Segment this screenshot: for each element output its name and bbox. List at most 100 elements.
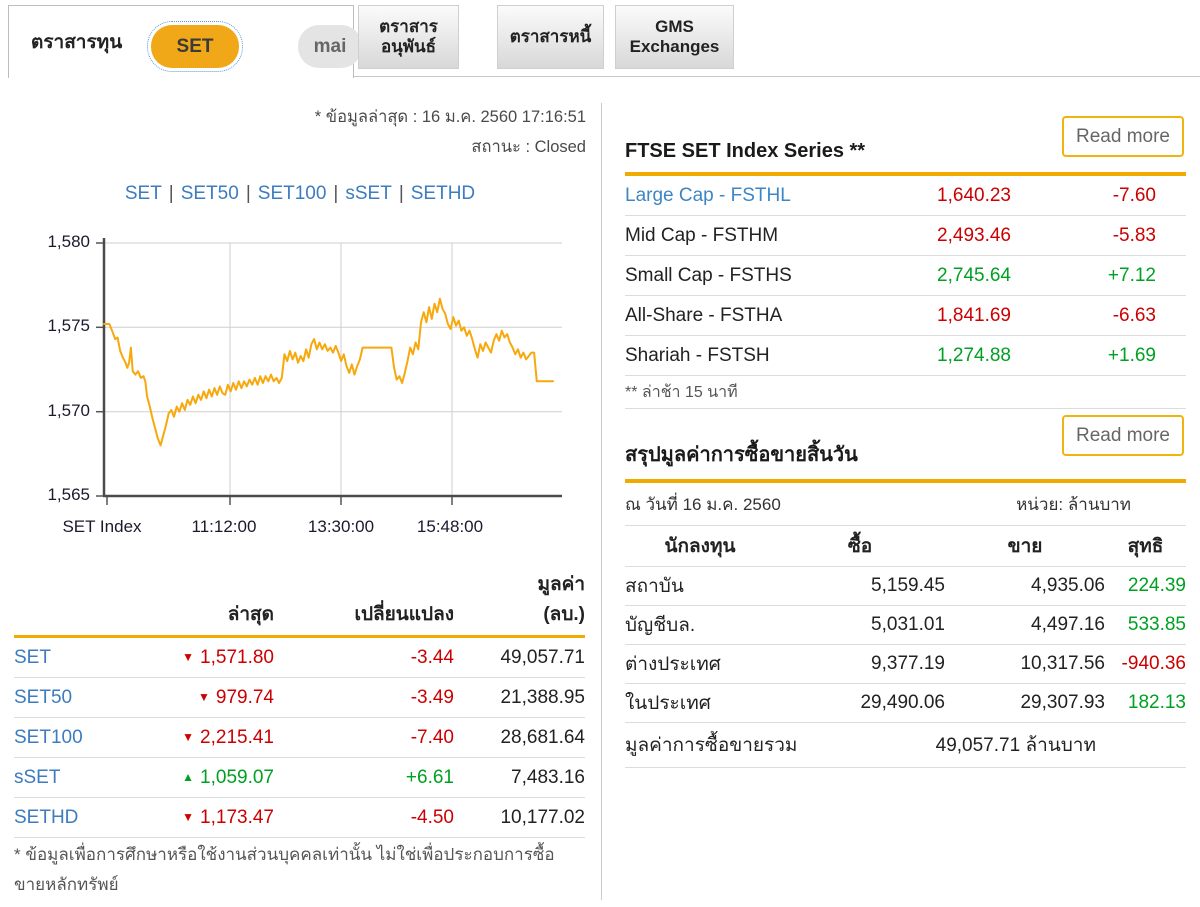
summary-read-more-button[interactable]: Read more — [1062, 415, 1184, 456]
summary-row-foreign: ต่างประเทศ 9,377.19 10,317.56 -940.36 — [625, 645, 1186, 684]
summary-row-institution: สถาบัน 5,159.45 4,935.06 224.39 — [625, 567, 1186, 606]
col-header-change: เปลี่ยนแปลง — [354, 604, 454, 625]
link-set[interactable]: SET — [124, 183, 162, 204]
change-value: -7.40 — [410, 726, 454, 748]
col-header-buy: ซื้อ — [847, 536, 873, 557]
last-update-text: * ข้อมูลล่าสุด : 16 ม.ค. 2560 17:16:51 — [314, 108, 586, 126]
set-market-button[interactable]: SET — [147, 21, 243, 72]
ftse-row-small-cap: Small Cap - FSTHS 2,745.64 +7.12 — [625, 256, 1186, 296]
investor-name: ในประเทศ — [625, 693, 711, 714]
link-sethd[interactable]: SETHD — [410, 183, 476, 204]
col-header-last: ล่าสุด — [227, 604, 274, 625]
investor-name: ต่างประเทศ — [625, 654, 721, 675]
equity-tab-label: ตราสารทุน — [31, 32, 123, 53]
mai-market-button[interactable]: mai — [298, 25, 362, 68]
link-separator: | — [333, 183, 339, 204]
ftse-link-fsths[interactable]: Small Cap - FSTHS — [625, 264, 792, 286]
table-row-set50: SET50 979.74 -3.49 21,388.95 — [14, 678, 585, 718]
x-tick-1112: 11:12:00 — [191, 517, 257, 536]
link-separator: | — [168, 183, 174, 204]
total-label: มูลค่าการซื้อขายรวม — [625, 735, 798, 756]
change-value: +6.61 — [405, 766, 454, 788]
y-tick-1565: 1,565 — [47, 485, 90, 504]
ftse-link-fsthl[interactable]: Large Cap - FSTHL — [625, 184, 791, 206]
link-separator: | — [398, 183, 404, 204]
sell-value: 4,497.16 — [1031, 614, 1105, 635]
tab-derivatives[interactable]: ตราสาร อนุพันธ์ — [358, 5, 459, 69]
summary-section-title: สรุปมูลค่าการซื้อขายสิ้นวัน — [625, 412, 1186, 483]
ftse-change: -7.60 — [1112, 184, 1156, 206]
market-status-text: สถานะ : Closed — [471, 138, 586, 156]
y-tick-1580: 1,580 — [47, 232, 90, 251]
trading-summary-section: Read more สรุปมูลค่าการซื้อขายสิ้นวัน ณ … — [625, 412, 1186, 768]
ftse-read-more-button[interactable]: Read more — [1062, 116, 1184, 157]
summary-meta-row: ณ วันที่ 16 ม.ค. 2560 หน่วย: ล้านบาท — [625, 483, 1186, 526]
trend-arrow-icon — [198, 690, 210, 704]
as-of-date: ณ วันที่ 16 ม.ค. 2560 — [625, 494, 781, 514]
col-header-investor: นักลงทุน — [664, 536, 736, 557]
last-value: 1,571.80 — [200, 646, 274, 668]
ftse-link-fsthm[interactable]: Mid Cap - FSTHM — [625, 224, 779, 246]
last-value: 979.74 — [215, 686, 274, 708]
buy-value: 29,490.06 — [860, 692, 945, 713]
ftse-change: +1.69 — [1107, 344, 1156, 366]
turnover-value: 7,483.16 — [511, 766, 585, 788]
chart-canvas — [96, 238, 562, 505]
ftse-row-large-cap: Large Cap - FSTHL 1,640.23 -7.60 — [625, 176, 1186, 216]
ftse-change: +7.12 — [1107, 264, 1156, 286]
ftse-link-fstha[interactable]: All-Share - FSTHA — [625, 304, 783, 326]
ftse-value: 1,274.88 — [937, 344, 1011, 366]
change-value: -4.50 — [410, 806, 454, 828]
ftse-value: 2,493.46 — [937, 224, 1011, 246]
row-link-sset[interactable]: sSET — [14, 766, 61, 788]
buy-value: 5,031.01 — [871, 614, 945, 635]
summary-row-proprietary: บัญชีบล. 5,031.01 4,497.16 533.85 — [625, 606, 1186, 645]
ftse-row-shariah: Shariah - FSTSH 1,274.88 +1.69 — [625, 336, 1186, 376]
link-sset[interactable]: sSET — [345, 183, 392, 204]
index-links-row: SET | SET50 | SET100 | sSET | SETHD — [0, 183, 600, 205]
x-tick-1330: 13:30:00 — [307, 517, 375, 536]
vertical-divider — [601, 103, 602, 900]
index-table-header: ล่าสุด เปลี่ยนแปลง มูลค่า (ลบ.) — [14, 558, 585, 638]
row-link-sethd[interactable]: SETHD — [14, 806, 79, 828]
last-value: 1,173.47 — [200, 806, 274, 828]
change-value: -3.49 — [410, 686, 454, 708]
ftse-value: 1,841.69 — [937, 304, 1011, 326]
summary-row-local: ในประเทศ 29,490.06 29,307.93 182.13 — [625, 684, 1186, 723]
disclaimer-text: * ข้อมูลเพื่อการศึกษาหรือใช้งานส่วนบุคคล… — [14, 845, 555, 894]
investor-name: บัญชีบล. — [625, 615, 696, 636]
net-value: 533.85 — [1127, 614, 1186, 635]
row-link-set[interactable]: SET — [14, 646, 51, 668]
ftse-change: -5.83 — [1112, 224, 1156, 246]
ftse-value: 2,745.64 — [937, 264, 1011, 286]
row-link-set50[interactable]: SET50 — [14, 686, 73, 708]
link-separator: | — [245, 183, 251, 204]
table-row-set: SET 1,571.80 -3.44 49,057.71 — [14, 638, 585, 678]
link-set100[interactable]: SET100 — [257, 183, 327, 204]
turnover-value: 21,388.95 — [500, 686, 585, 708]
tab-gms-exchanges[interactable]: GMS Exchanges — [615, 5, 734, 69]
ftse-row-mid-cap: Mid Cap - FSTHM 2,493.46 -5.83 — [625, 216, 1186, 256]
link-set50[interactable]: SET50 — [180, 183, 239, 204]
index-summary-table: ล่าสุด เปลี่ยนแปลง มูลค่า (ลบ.) SET 1,57… — [14, 558, 585, 838]
investor-name: สถาบัน — [625, 576, 684, 597]
ftse-change: -6.63 — [1112, 304, 1156, 326]
summary-table-header: นักลงทุน ซื้อ ขาย สุทธิ — [625, 526, 1186, 567]
buy-value: 5,159.45 — [871, 575, 945, 596]
summary-total-row: มูลค่าการซื้อขายรวม 49,057.71 ล้านบาท — [625, 723, 1186, 768]
tab-bonds[interactable]: ตราสารหนี้ — [497, 5, 604, 69]
sell-value: 10,317.56 — [1020, 653, 1105, 674]
buy-value: 9,377.19 — [871, 653, 945, 674]
row-link-set100[interactable]: SET100 — [14, 726, 83, 748]
tab-equity-active: ตราสารทุน SET mai — [8, 5, 362, 78]
col-header-net: สุทธิ — [1127, 536, 1164, 557]
net-value: -940.36 — [1121, 653, 1186, 674]
sell-value: 29,307.93 — [1020, 692, 1105, 713]
price-line-series — [103, 297, 554, 447]
net-value: 224.39 — [1127, 575, 1186, 596]
last-value: 1,059.07 — [200, 766, 274, 788]
trend-arrow-icon — [182, 810, 194, 824]
ftse-link-fstsh[interactable]: Shariah - FSTSH — [625, 344, 770, 366]
table-row-set100: SET100 2,215.41 -7.40 28,681.64 — [14, 718, 585, 758]
